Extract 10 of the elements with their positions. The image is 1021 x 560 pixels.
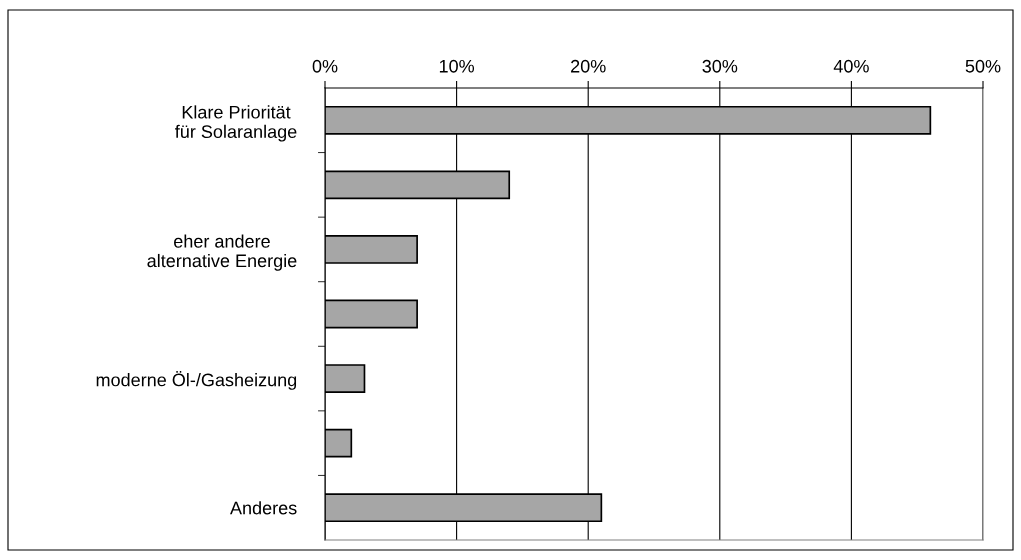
x-tick-label: 40% bbox=[833, 59, 869, 73]
y-tick-label: Klare Priorität für Solaranlage bbox=[175, 105, 297, 142]
x-tick-label: 0% bbox=[312, 59, 338, 73]
y-tick-label: Anderes bbox=[230, 501, 297, 515]
y-tick-label: eher andere alternative Energie bbox=[147, 234, 297, 271]
y-tick-label: moderne Öl-/Gasheizung bbox=[96, 371, 297, 390]
x-tick-label: 30% bbox=[702, 59, 738, 73]
x-tick-label: 20% bbox=[571, 59, 606, 73]
x-tick-label: 50% bbox=[965, 59, 1001, 73]
x-tick-label: 10% bbox=[439, 59, 475, 73]
